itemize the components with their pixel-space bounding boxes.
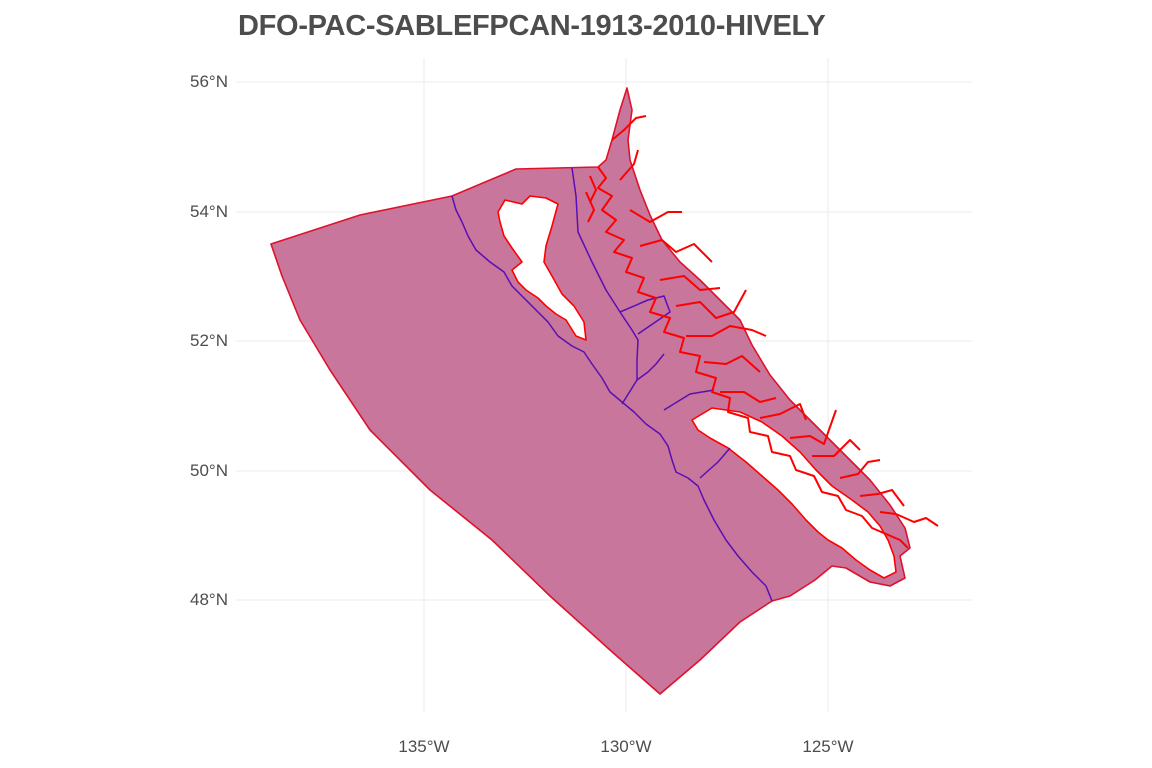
y-tick-label-50n: 50°N bbox=[190, 461, 228, 480]
x-tick-label-135w: 135°W bbox=[398, 737, 450, 756]
mainland-coastline bbox=[585, 115, 939, 549]
vancouver-island bbox=[691, 407, 897, 579]
region-polygon bbox=[270, 87, 911, 695]
y-tick-label-56n: 56°N bbox=[190, 72, 228, 91]
y-tick-label-54n: 54°N bbox=[190, 202, 228, 221]
x-tick-label-130w: 130°W bbox=[600, 737, 652, 756]
y-tick-label-48n: 48°N bbox=[190, 590, 228, 609]
y-tick-label-52n: 52°N bbox=[190, 331, 228, 350]
map-title: DFO-PAC-SABLEFPCAN-1913-2010-HIVELY bbox=[238, 10, 826, 42]
haida-gwaii-island bbox=[497, 195, 587, 341]
x-tick-label-125w: 125°W bbox=[802, 737, 854, 756]
zone-boundaries bbox=[451, 167, 773, 602]
